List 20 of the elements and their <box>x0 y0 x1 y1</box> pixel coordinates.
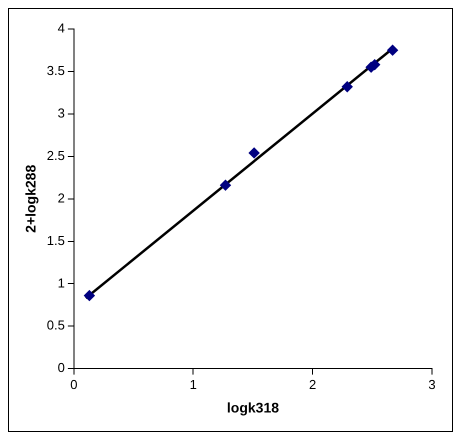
point <box>220 180 231 191</box>
x-tick-label: 2 <box>309 376 316 392</box>
point <box>84 290 95 302</box>
x-tick-label: 3 <box>428 376 436 392</box>
y-tick-label: 1 <box>58 275 65 290</box>
y-tick-label: 1.5 <box>46 232 65 248</box>
y-tick-label: 2 <box>58 190 65 206</box>
x-tick-label: 1 <box>190 376 197 392</box>
point <box>387 44 398 56</box>
y-tick-label: 0.5 <box>46 318 65 333</box>
x-tick-label: 0 <box>70 376 78 392</box>
point <box>342 81 353 92</box>
y-tick-label: 3.5 <box>46 63 65 78</box>
y-axis-title: 2+logk288 <box>22 164 38 233</box>
y-tick-label: 3 <box>58 105 65 120</box>
y-tick-label: 2.5 <box>46 148 65 163</box>
y-tick-label: 0 <box>58 360 65 376</box>
y-tick-label: 4 <box>58 20 65 36</box>
point <box>248 147 260 158</box>
x-axis-title: logk318 <box>226 399 280 416</box>
